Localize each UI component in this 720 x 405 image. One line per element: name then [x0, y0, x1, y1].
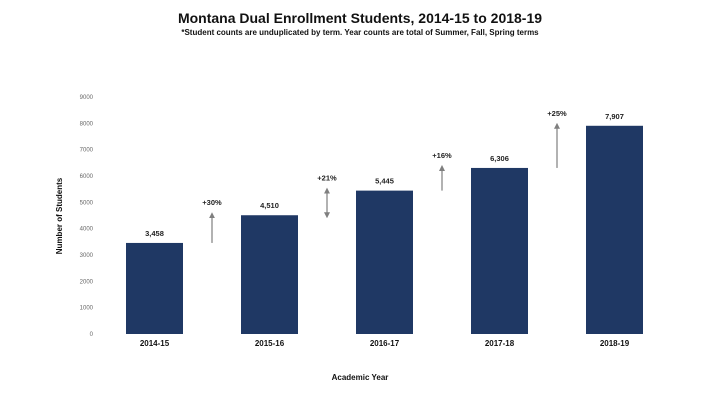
- chart-subtitle: *Student counts are unduplicated by term…: [181, 28, 539, 37]
- x-axis-title: Academic Year: [332, 373, 389, 382]
- bar: [241, 215, 298, 334]
- x-tick-label: 2014-15: [140, 339, 170, 348]
- bar: [126, 242, 183, 334]
- x-tick-label: 2017-18: [485, 339, 515, 348]
- growth-label: +21%: [317, 174, 337, 183]
- bar: [586, 125, 643, 334]
- bar: [356, 190, 413, 334]
- growth-label: +16%: [432, 151, 452, 160]
- y-tick-label: 1000: [80, 306, 94, 312]
- y-tick-label: 5000: [80, 200, 94, 206]
- data-label: 4,510: [260, 201, 279, 210]
- growth-label: +25%: [547, 109, 567, 118]
- y-tick-label: 3000: [80, 253, 94, 259]
- data-label: 3,458: [145, 229, 164, 238]
- chart-title: Montana Dual Enrollment Students, 2014-1…: [177, 10, 543, 26]
- y-tick-label: 6000: [80, 174, 94, 180]
- growth-label: +30%: [202, 198, 222, 207]
- x-tick-label: 2018-19: [600, 339, 630, 348]
- y-tick-label: 7000: [80, 148, 94, 154]
- bar: [471, 167, 528, 334]
- y-tick-label: 4000: [80, 227, 94, 233]
- y-tick-label: 0: [90, 332, 94, 338]
- data-label: 7,907: [605, 112, 624, 121]
- x-tick-label: 2016-17: [370, 339, 400, 348]
- x-tick-label: 2015-16: [255, 339, 285, 348]
- y-tick-label: 8000: [80, 121, 94, 127]
- y-axis-title: Number of Students: [55, 177, 64, 254]
- y-tick-label: 2000: [80, 279, 94, 285]
- data-label: 6,306: [490, 154, 509, 163]
- data-label: 5,445: [375, 177, 394, 186]
- y-tick-label: 9000: [80, 95, 94, 101]
